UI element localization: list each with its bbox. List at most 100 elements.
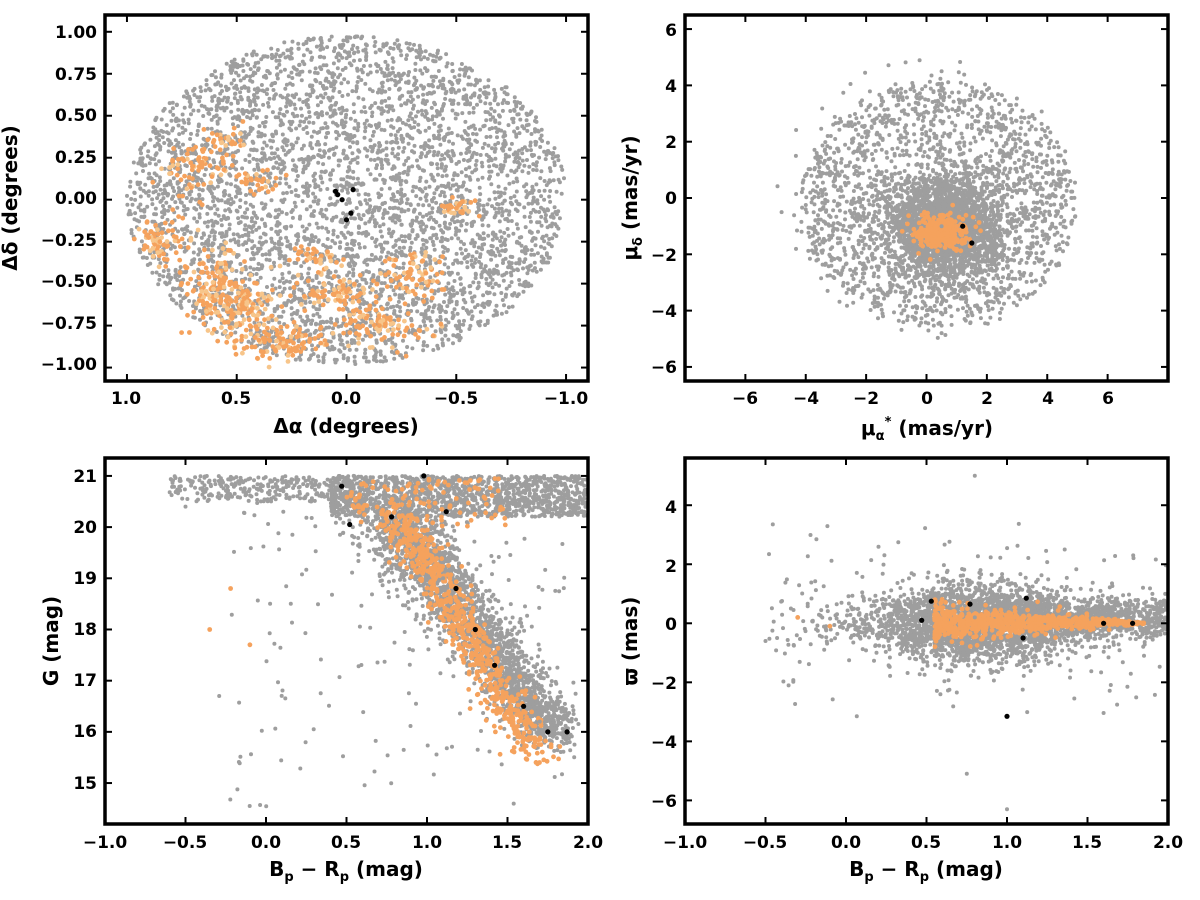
grey-point [304, 329, 309, 334]
grey-point [401, 245, 406, 250]
grey-point [391, 229, 396, 234]
orange-point [396, 323, 402, 328]
grey-point [348, 145, 352, 149]
grey-point [254, 272, 259, 276]
grey-point [434, 200, 439, 205]
orange-point [291, 319, 297, 325]
grey-point [486, 233, 491, 238]
grey-point [215, 121, 220, 126]
grey-point [455, 291, 460, 296]
grey-point [431, 233, 436, 238]
grey-point [510, 304, 515, 309]
grey-point [479, 160, 484, 165]
grey-point [387, 96, 391, 101]
grey-point [206, 243, 211, 248]
grey-point [420, 237, 425, 242]
grey-point [349, 341, 354, 346]
grey-point [302, 235, 307, 240]
grey-point [219, 251, 223, 256]
grey-point [312, 129, 316, 134]
grey-point [446, 149, 450, 154]
grey-point [267, 212, 271, 217]
grey-point [310, 90, 315, 95]
grey-point [549, 224, 554, 229]
grey-point [234, 269, 239, 273]
grey-point [224, 61, 229, 66]
grey-point [363, 129, 368, 134]
orange-point [174, 172, 180, 178]
grey-point [193, 197, 198, 202]
orange-point [204, 309, 209, 314]
grey-point [182, 204, 187, 209]
grey-point [290, 93, 295, 98]
grey-point [213, 69, 217, 74]
grey-point [405, 172, 410, 177]
grey-point [462, 73, 467, 78]
grey-point [307, 242, 312, 247]
grey-point [248, 129, 253, 133]
grey-point [305, 314, 310, 319]
grey-point [414, 87, 419, 92]
grey-point [389, 117, 394, 122]
grey-point [511, 180, 516, 185]
grey-point [509, 168, 514, 173]
grey-point [284, 143, 289, 148]
grey-point [423, 128, 428, 133]
grey-point [531, 236, 536, 241]
grey-point [502, 132, 507, 137]
grey-point [211, 199, 216, 204]
grey-point [387, 71, 392, 76]
grey-point [524, 195, 529, 200]
grey-point [452, 171, 457, 176]
grey-point [432, 121, 437, 126]
grey-point [304, 181, 309, 186]
grey-point [231, 232, 236, 237]
grey-point [538, 136, 543, 141]
grey-point [206, 259, 211, 263]
grey-point [380, 163, 384, 168]
grey-point [493, 196, 498, 201]
grey-point [167, 143, 172, 148]
grey-point [421, 242, 426, 247]
orange-point [324, 342, 329, 347]
grey-point [492, 190, 497, 195]
grey-point [163, 280, 168, 285]
grey-point [209, 73, 214, 78]
grey-point [244, 193, 248, 197]
grey-point [486, 249, 491, 254]
grey-point [503, 142, 508, 147]
grey-point [419, 83, 424, 88]
grey-point [495, 312, 499, 317]
grey-point [152, 212, 157, 217]
grey-point [263, 232, 268, 237]
grey-point [315, 103, 320, 108]
grey-point [200, 188, 205, 193]
grey-point [500, 166, 505, 171]
grey-point [369, 252, 374, 257]
grey-point [427, 138, 432, 143]
orange-point [417, 328, 423, 334]
grey-point [307, 114, 312, 119]
grey-point [172, 189, 177, 194]
grey-point [236, 216, 241, 221]
grey-point [178, 299, 183, 304]
grey-point [189, 131, 193, 136]
grey-point [361, 97, 366, 102]
grey-point [162, 188, 167, 192]
grey-point [491, 250, 496, 255]
grey-point [188, 104, 193, 109]
grey-point [374, 221, 379, 226]
grey-point [277, 239, 281, 244]
grey-point [537, 155, 542, 160]
grey-point [506, 123, 511, 128]
panel-positions: 1.0 0.5 0.0 −0.5 −1.0 1.00 0.75 0.50 0.2… [0, 13, 590, 438]
grey-point [182, 241, 187, 246]
grey-point [425, 343, 430, 348]
grey-point [383, 59, 388, 64]
grey-point [343, 115, 348, 120]
grey-point [379, 127, 384, 132]
grey-point [139, 162, 144, 167]
grey-point [380, 84, 385, 89]
grey-point [451, 153, 456, 158]
grey-point [368, 138, 373, 143]
